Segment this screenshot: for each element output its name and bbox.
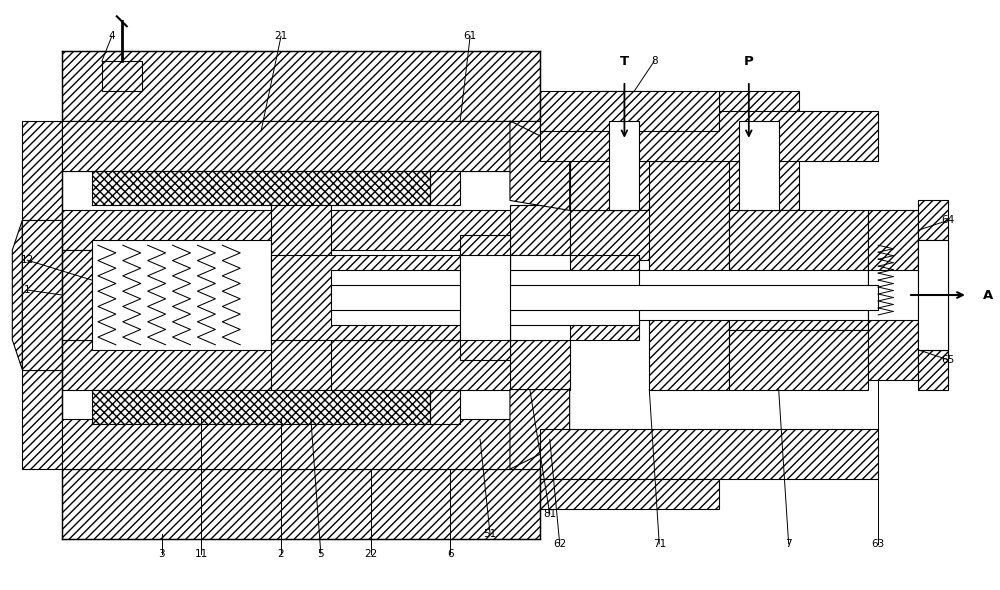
Bar: [460, 255, 510, 340]
Bar: [62, 211, 540, 250]
Text: 81: 81: [543, 509, 556, 519]
Bar: [92, 240, 271, 350]
Bar: [729, 211, 868, 330]
Bar: [918, 350, 948, 389]
Text: 8: 8: [651, 56, 658, 66]
Text: 6: 6: [447, 549, 454, 559]
Polygon shape: [22, 121, 62, 220]
Bar: [331, 285, 878, 310]
Text: 3: 3: [158, 549, 165, 559]
Bar: [540, 91, 719, 131]
Bar: [510, 205, 570, 389]
Text: 65: 65: [941, 355, 955, 365]
Text: 7: 7: [785, 539, 792, 549]
Text: 61: 61: [464, 31, 477, 41]
Polygon shape: [510, 389, 570, 469]
Text: 5: 5: [318, 549, 324, 559]
Bar: [62, 250, 92, 340]
Text: A: A: [983, 289, 993, 301]
Bar: [649, 290, 729, 389]
Bar: [62, 121, 540, 171]
Bar: [609, 121, 639, 211]
Bar: [570, 121, 629, 211]
Bar: [540, 430, 878, 479]
Text: 2: 2: [278, 549, 284, 559]
Bar: [92, 171, 430, 205]
Bar: [92, 389, 430, 424]
Polygon shape: [510, 121, 570, 211]
Polygon shape: [12, 220, 22, 370]
Bar: [649, 160, 729, 290]
Text: 11: 11: [195, 549, 208, 559]
Bar: [918, 240, 948, 350]
Text: 71: 71: [653, 539, 666, 549]
Bar: [918, 240, 948, 350]
Bar: [729, 330, 868, 389]
Bar: [540, 111, 878, 160]
Bar: [430, 171, 460, 205]
Text: 12: 12: [21, 255, 34, 265]
Text: 64: 64: [941, 215, 955, 225]
Bar: [868, 270, 918, 320]
Text: 62: 62: [553, 539, 566, 549]
Bar: [331, 270, 639, 325]
Bar: [510, 255, 570, 340]
Bar: [460, 235, 510, 360]
Bar: [868, 211, 918, 379]
Bar: [918, 201, 948, 240]
Bar: [62, 51, 540, 121]
Bar: [62, 121, 540, 171]
Bar: [430, 389, 460, 424]
Bar: [540, 479, 719, 509]
Text: 21: 21: [274, 31, 288, 41]
Bar: [62, 469, 540, 539]
Text: T: T: [620, 55, 629, 68]
Bar: [62, 340, 540, 389]
Bar: [739, 121, 779, 211]
Bar: [271, 255, 639, 340]
Text: 63: 63: [872, 539, 885, 549]
Bar: [102, 61, 142, 91]
Bar: [590, 91, 659, 211]
Bar: [719, 91, 799, 211]
Text: 22: 22: [364, 549, 377, 559]
Text: 1: 1: [24, 285, 31, 295]
Bar: [629, 270, 868, 320]
Text: P: P: [744, 55, 754, 68]
Bar: [271, 201, 331, 389]
Polygon shape: [22, 370, 62, 469]
Bar: [62, 419, 540, 469]
Polygon shape: [22, 220, 62, 370]
Bar: [570, 211, 729, 260]
Text: 4: 4: [109, 31, 115, 41]
Bar: [570, 260, 629, 330]
Text: 51: 51: [483, 529, 497, 539]
